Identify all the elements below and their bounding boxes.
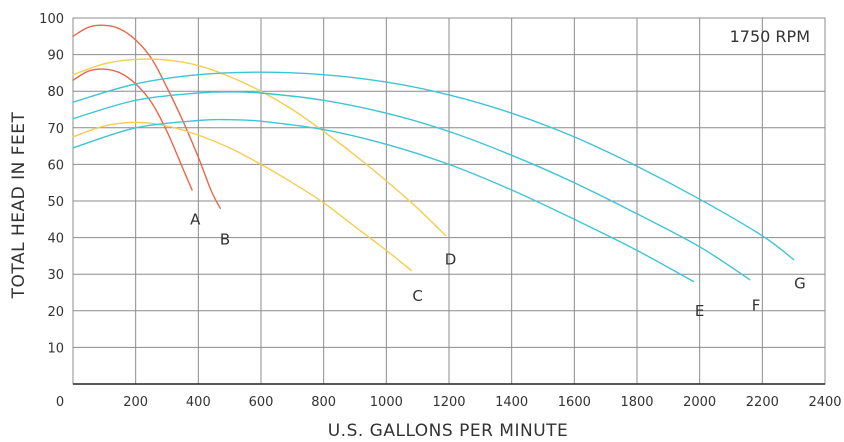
x-tick-label: 2200 — [746, 395, 779, 410]
y-tick-label: 70 — [47, 122, 64, 137]
curve-label-e: E — [695, 302, 704, 320]
x-tick-label: 1800 — [620, 395, 653, 410]
curve-g — [72, 71, 795, 261]
y-tick-label: 30 — [47, 268, 64, 283]
curve-label-f: F — [752, 296, 761, 314]
x-tick-label: 200 — [123, 395, 148, 410]
curve-f — [72, 91, 751, 281]
grid-lines — [72, 17, 826, 385]
x-tick-label: 800 — [311, 395, 336, 410]
y-tick-label: 50 — [47, 195, 64, 210]
x-tick-label: 2000 — [683, 395, 716, 410]
y-tick-label: 10 — [47, 341, 64, 356]
curve-b — [72, 24, 221, 209]
pump-curves — [72, 24, 795, 283]
curve-c — [72, 121, 413, 272]
rpm-annotation: 1750 RPM — [730, 27, 810, 46]
x-tick-label: 600 — [249, 395, 274, 410]
y-tick-label: 40 — [47, 232, 64, 247]
x-tick-label: 1600 — [558, 395, 591, 410]
curve-label-d: D — [445, 251, 457, 269]
y-axis-title: TOTAL HEAD IN FEET — [9, 112, 29, 300]
x-tick-label: 1000 — [370, 395, 403, 410]
x-tick-label: 1200 — [432, 395, 465, 410]
curve-label-c: C — [412, 287, 422, 305]
x-axis-ticks: 0 200 400 600 800 1000 1200 1400 1600 1800 2000 220… — [56, 395, 842, 410]
y-tick-label: 60 — [47, 158, 64, 173]
y-axis-ticks: 10 20 30 40 50 60 70 80 90 100 — [39, 12, 64, 356]
y-tick-label: 100 — [39, 12, 64, 27]
x-axis-title: U.S. GALLONS PER MINUTE — [328, 421, 569, 441]
y-tick-label: 20 — [47, 305, 64, 320]
curve-d — [72, 58, 447, 237]
x-tick-label: 1400 — [495, 395, 528, 410]
y-tick-label: 80 — [47, 85, 64, 100]
curve-labels: A B C D E F G — [190, 210, 806, 319]
y-tick-label: 90 — [47, 49, 64, 64]
x-tick-label: 0 — [56, 395, 64, 410]
x-tick-label: 400 — [186, 395, 211, 410]
curve-e — [72, 118, 695, 283]
curve-label-b: B — [220, 230, 230, 248]
curve-label-g: G — [794, 274, 806, 292]
x-tick-label: 2400 — [808, 395, 841, 410]
curve-label-a: A — [190, 210, 201, 228]
